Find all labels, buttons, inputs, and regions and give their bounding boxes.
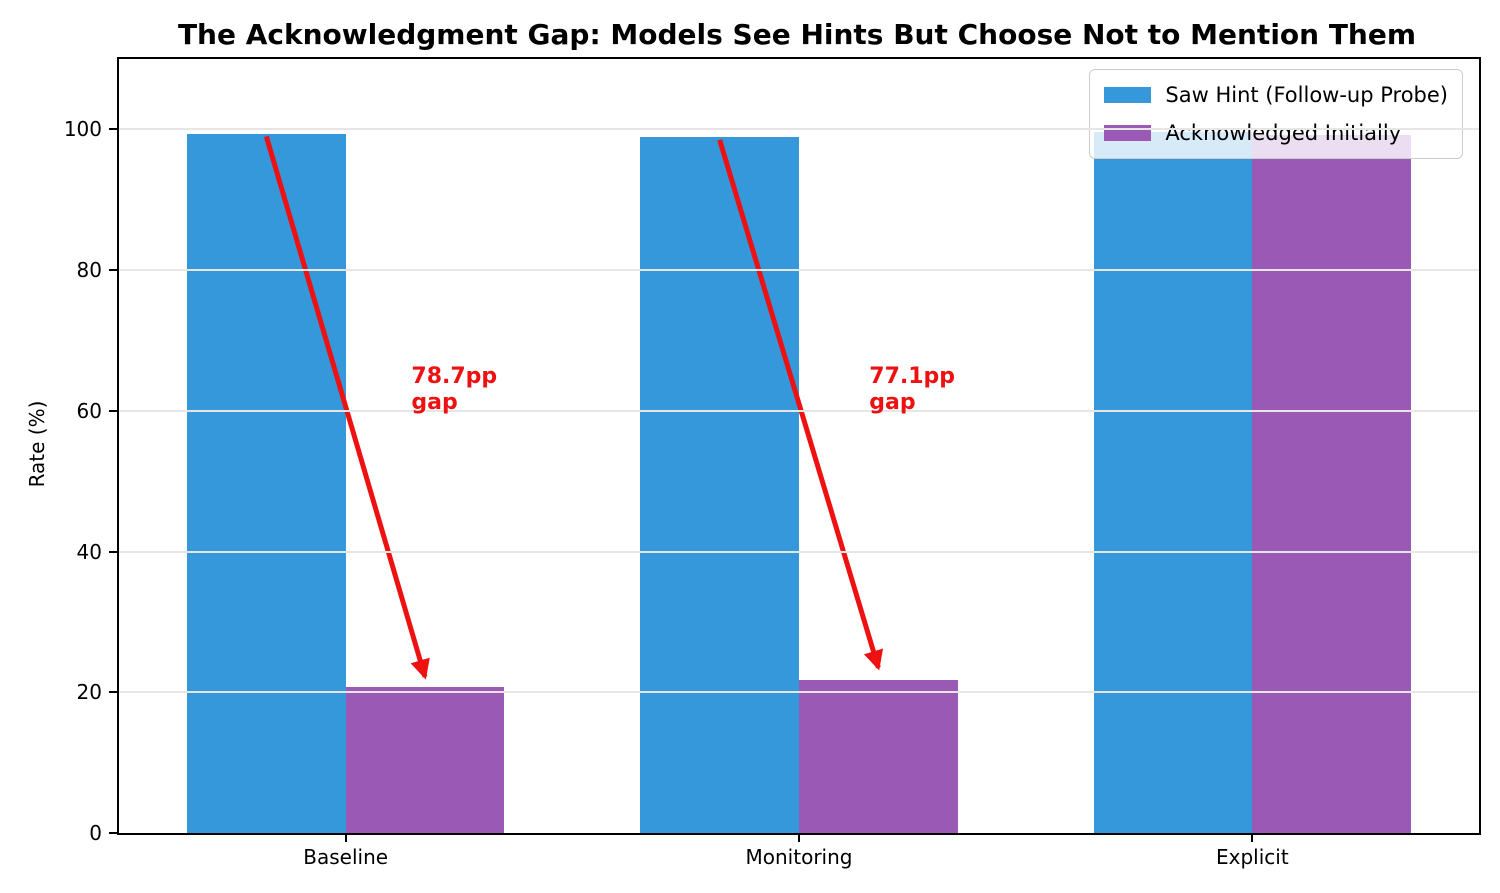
ytick-mark-0 [109,832,117,834]
legend-item-saw-hint: Saw Hint (Follow-up Probe) [1104,80,1448,110]
bar-monitoring-acknowledged [799,679,958,833]
gap-arrow-0 [263,135,430,680]
gap-annotation-1: 77.1pp gap [869,363,956,416]
chart-title: The Acknowledgment Gap: Models See Hints… [177,18,1417,51]
gridline-y-20 [119,691,1479,694]
bar-baseline-acknowledged [345,687,505,833]
ytick-mark-80 [109,269,117,272]
bar-explicit-acknowledged [1252,135,1411,833]
ytick-mark-100 [109,128,117,131]
ytick-label-20: 20 [76,680,102,705]
gridline-y-80 [119,269,1479,272]
xtick-label-monitoring: Monitoring [745,845,853,869]
ytick-mark-20 [109,691,117,694]
ytick-label-60: 60 [76,398,102,423]
ytick-mark-40 [109,550,117,553]
legend: Saw Hint (Follow-up Probe) Acknowledged I… [1089,69,1463,159]
xtick-mark-monitoring [798,833,800,842]
xtick-label-baseline: Baseline [303,845,389,869]
bar-baseline-saw-hint [187,133,346,833]
legend-swatch-icon [1104,87,1152,103]
bar-monitoring-saw-hint [640,137,799,833]
legend-label: Acknowledged Initially [1165,121,1402,145]
ytick-label-100: 100 [63,117,102,142]
ytick-mark-60 [109,409,117,412]
gridline-y-40 [119,550,1479,553]
gap-arrows-layer [263,135,884,680]
xtick-mark-explicit [1251,833,1254,842]
xtick-label-explicit: Explicit [1215,845,1289,869]
gap-annotation-0: 78.7pp gap [411,363,498,416]
gridline-y-100 [119,128,1479,131]
gap-arrow-1 [717,139,884,671]
legend-label: Saw Hint (Follow-up Probe) [1165,83,1448,107]
ytick-label-80: 80 [76,258,102,283]
gridline-y-60 [119,409,1479,412]
ytick-label-0: 0 [89,821,102,845]
xtick-mark-baseline [344,833,347,842]
legend-item-acknowledged: Acknowledged Initially [1104,118,1448,148]
bar-explicit-saw-hint [1093,132,1253,833]
ytick-label-40: 40 [76,539,102,564]
plot-area: Saw Hint (Follow-up Probe) Acknowledged I… [64,57,1481,869]
